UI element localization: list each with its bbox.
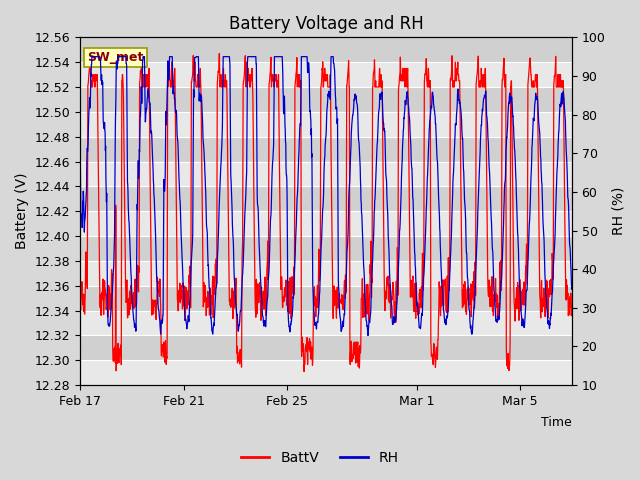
Title: Battery Voltage and RH: Battery Voltage and RH (228, 15, 423, 33)
Bar (80, 236, 572, 261)
Bar (80, 261, 572, 286)
Bar (80, 62, 572, 87)
Bar (80, 336, 572, 360)
Bar (80, 37, 572, 62)
Bar (80, 211, 572, 236)
Bar (80, 87, 572, 112)
Legend: BattV, RH: BattV, RH (236, 445, 404, 471)
Text: Time: Time (541, 417, 572, 430)
Bar (80, 360, 572, 385)
Bar (80, 286, 572, 311)
Y-axis label: Battery (V): Battery (V) (15, 173, 29, 250)
Bar (80, 112, 572, 137)
Bar (80, 162, 572, 186)
Text: SW_met: SW_met (88, 51, 144, 64)
Bar (80, 311, 572, 336)
Bar (80, 186, 572, 211)
Y-axis label: RH (%): RH (%) (611, 187, 625, 235)
Bar (80, 137, 572, 162)
